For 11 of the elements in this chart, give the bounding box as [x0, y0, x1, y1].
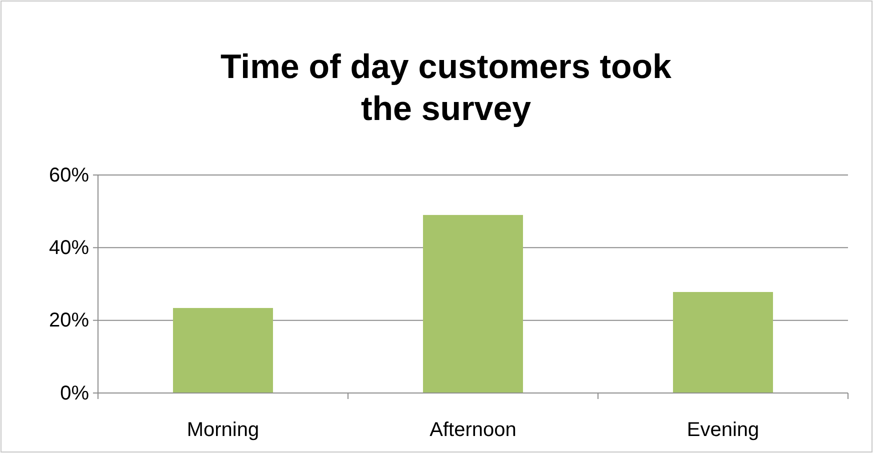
y-tick-label: 0% — [60, 382, 90, 404]
bar — [423, 214, 523, 393]
y-tick-label: 20% — [48, 310, 90, 332]
x-tick-label: Afternoon — [430, 419, 516, 441]
bar — [673, 292, 773, 393]
y-tick-label: 60% — [48, 164, 90, 186]
bar — [173, 308, 273, 393]
x-tick-label: Evening — [686, 419, 760, 441]
x-tick-label: Morning — [186, 419, 260, 441]
y-tick-label: 40% — [48, 237, 90, 260]
chart-title: Time of day customers took the survey — [220, 48, 672, 128]
